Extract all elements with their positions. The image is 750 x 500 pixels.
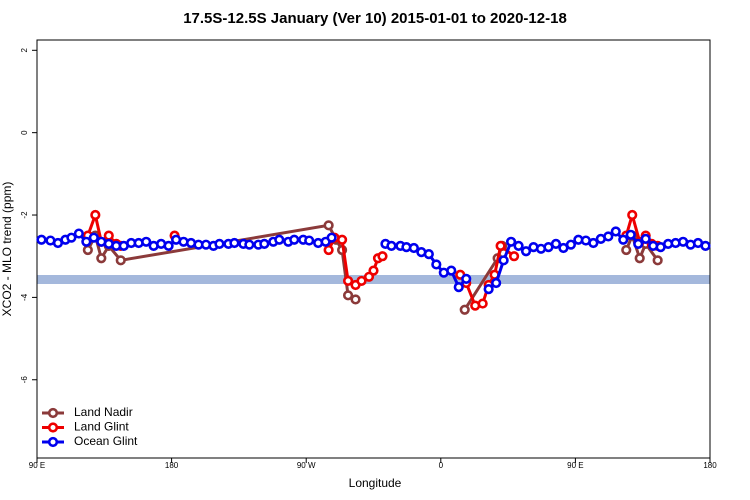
data-point [461, 273, 472, 284]
data-point [350, 294, 361, 305]
data-point [621, 244, 632, 256]
data-point [342, 275, 354, 287]
data-point [274, 234, 285, 245]
data-point [634, 253, 645, 264]
legend-marker [47, 422, 59, 433]
data-point [244, 239, 255, 250]
data-point [386, 240, 397, 252]
data-point [618, 234, 629, 245]
data-point [163, 240, 174, 252]
data-point [495, 240, 506, 252]
x-tick-label: 90 E [29, 461, 45, 470]
data-point [423, 249, 434, 260]
x-tick-label: 90 E [567, 461, 583, 470]
data-point [289, 234, 300, 245]
data-point [304, 235, 315, 246]
data-point [115, 255, 126, 266]
data-point [73, 228, 84, 239]
data-point [550, 238, 562, 249]
data-point [214, 238, 225, 249]
legend-label: Land Nadir [74, 405, 133, 419]
legend-marker [47, 436, 59, 448]
legend-marker [47, 407, 59, 419]
data-point [88, 232, 99, 243]
data-point [627, 209, 638, 221]
data-point [610, 226, 621, 237]
data-point [633, 238, 644, 249]
x-tick-label: 0 [439, 461, 444, 470]
data-point [229, 237, 240, 249]
data-point [368, 265, 379, 276]
data-point [342, 290, 354, 301]
data-point [640, 233, 651, 245]
data-point [652, 255, 663, 266]
data-point [259, 238, 270, 249]
data-point [508, 251, 520, 262]
data-point [323, 244, 334, 256]
x-axis-label: Longitude [349, 476, 402, 490]
data-point [700, 240, 711, 252]
data-point [326, 232, 337, 243]
data-point [446, 265, 457, 276]
data-point [491, 277, 502, 289]
reference-band [37, 275, 710, 284]
data-point [431, 259, 442, 270]
data-point [356, 275, 367, 287]
y-tick-label: -2 [20, 211, 29, 219]
data-point [66, 232, 77, 243]
data-point [36, 234, 47, 245]
data-point [453, 281, 464, 293]
y-tick-label: 0 [20, 130, 29, 135]
data-point [505, 236, 517, 247]
data-point [588, 237, 599, 249]
data-point [90, 209, 101, 221]
data-point [625, 229, 636, 240]
data-point [408, 242, 419, 254]
data-point [513, 240, 524, 252]
legend-label: Ocean Glint [74, 434, 138, 448]
data-point [477, 298, 488, 309]
data-point [82, 244, 93, 256]
data-point [498, 255, 509, 266]
legend-label: Land Glint [74, 420, 129, 434]
plot-area: 2 0 -2 -4 -6 90 E 180 90 W 0 90 E 180 Land NadirLan… [20, 48, 717, 471]
x-tick-label: 90 W [297, 461, 316, 470]
data-point [323, 220, 334, 231]
data-point [81, 236, 92, 247]
x-tick-label: 180 [165, 461, 179, 470]
data-point [141, 236, 152, 247]
x-tick-label: 180 [703, 461, 717, 470]
data-point [96, 253, 107, 264]
data-point [103, 230, 114, 241]
y-axis-label: XCO2 - MLO trend (ppm) [0, 182, 14, 317]
chart-title: 17.5S-12.5S January (Ver 10) 2015-01-01 … [183, 10, 567, 27]
data-point [520, 246, 532, 257]
y-tick-label: 2 [20, 48, 29, 53]
data-point [603, 231, 614, 242]
y-tick-label: -4 [20, 293, 29, 301]
data-point [483, 284, 494, 295]
data-point [377, 251, 388, 262]
plot-frame [36, 39, 711, 459]
y-tick-label: -6 [20, 376, 29, 384]
data-point [336, 234, 348, 245]
data-point [565, 239, 577, 250]
data-point [459, 304, 470, 315]
